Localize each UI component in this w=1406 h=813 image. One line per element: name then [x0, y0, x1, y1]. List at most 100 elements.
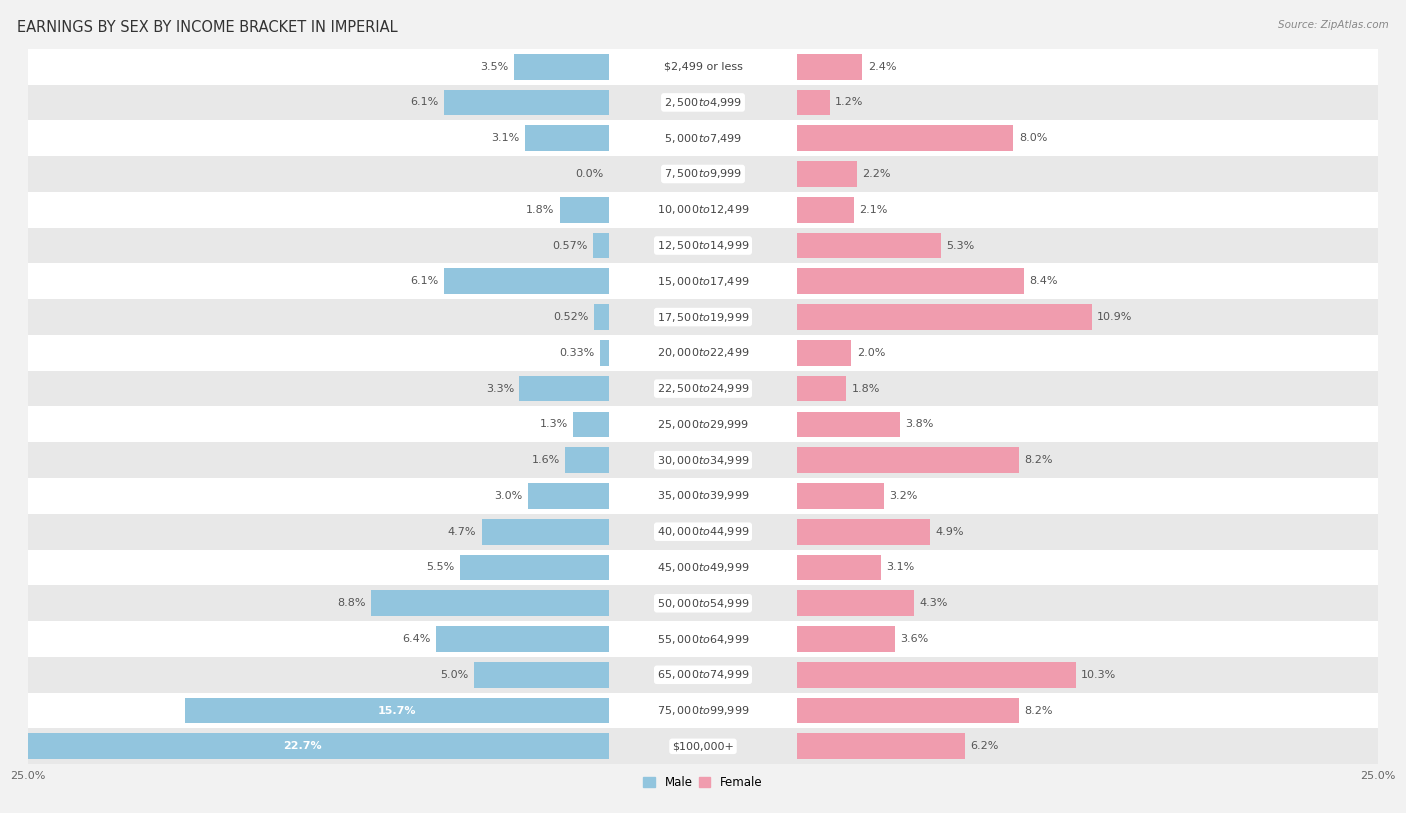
Bar — [797, 233, 941, 259]
Bar — [28, 442, 1378, 478]
Bar — [184, 698, 609, 724]
Text: 5.0%: 5.0% — [440, 670, 468, 680]
Bar — [560, 197, 609, 223]
Bar — [28, 693, 1378, 728]
Bar — [28, 120, 1378, 156]
Bar — [527, 483, 609, 509]
Bar — [519, 376, 609, 402]
Bar — [797, 268, 1024, 294]
Text: 8.2%: 8.2% — [1024, 706, 1053, 715]
Bar — [28, 657, 1378, 693]
Bar — [797, 89, 830, 115]
Text: 10.9%: 10.9% — [1097, 312, 1132, 322]
Text: $75,000 to $99,999: $75,000 to $99,999 — [657, 704, 749, 717]
Bar — [371, 590, 609, 616]
Text: 2.2%: 2.2% — [862, 169, 891, 179]
Bar — [797, 519, 929, 545]
Bar — [444, 89, 609, 115]
Bar — [515, 54, 609, 80]
Bar — [28, 192, 1378, 228]
Text: 3.5%: 3.5% — [481, 62, 509, 72]
Text: $35,000 to $39,999: $35,000 to $39,999 — [657, 489, 749, 502]
Text: 8.2%: 8.2% — [1024, 455, 1053, 465]
Text: 0.52%: 0.52% — [554, 312, 589, 322]
Text: $2,499 or less: $2,499 or less — [664, 62, 742, 72]
Bar — [460, 554, 609, 580]
Text: $2,500 to $4,999: $2,500 to $4,999 — [664, 96, 742, 109]
Text: 6.4%: 6.4% — [402, 634, 430, 644]
Text: 5.5%: 5.5% — [426, 563, 454, 572]
Bar — [797, 483, 884, 509]
Text: 8.0%: 8.0% — [1019, 133, 1047, 143]
Text: 0.33%: 0.33% — [560, 348, 595, 358]
Text: 3.3%: 3.3% — [486, 384, 515, 393]
Text: $12,500 to $14,999: $12,500 to $14,999 — [657, 239, 749, 252]
Bar — [797, 125, 1014, 151]
Bar — [482, 519, 609, 545]
Text: 3.6%: 3.6% — [900, 634, 928, 644]
Bar — [574, 411, 609, 437]
Text: 3.0%: 3.0% — [494, 491, 522, 501]
Text: 8.8%: 8.8% — [337, 598, 366, 608]
Bar — [28, 621, 1378, 657]
Text: 4.3%: 4.3% — [920, 598, 948, 608]
Text: 3.1%: 3.1% — [491, 133, 519, 143]
Text: $20,000 to $22,499: $20,000 to $22,499 — [657, 346, 749, 359]
Text: 3.1%: 3.1% — [887, 563, 915, 572]
Bar — [28, 728, 1378, 764]
Bar — [797, 554, 882, 580]
Text: $40,000 to $44,999: $40,000 to $44,999 — [657, 525, 749, 538]
Text: 6.2%: 6.2% — [970, 741, 998, 751]
Bar — [28, 585, 1378, 621]
Bar — [797, 54, 862, 80]
Text: 2.4%: 2.4% — [868, 62, 896, 72]
Text: $22,500 to $24,999: $22,500 to $24,999 — [657, 382, 749, 395]
Legend: Male, Female: Male, Female — [638, 772, 768, 794]
Bar — [28, 228, 1378, 263]
Bar — [599, 340, 609, 366]
Bar — [28, 263, 1378, 299]
Text: 3.8%: 3.8% — [905, 420, 934, 429]
Bar — [0, 733, 609, 759]
Bar — [797, 376, 846, 402]
Text: 0.57%: 0.57% — [553, 241, 588, 250]
Bar — [797, 340, 852, 366]
Text: EARNINGS BY SEX BY INCOME BRACKET IN IMPERIAL: EARNINGS BY SEX BY INCOME BRACKET IN IMP… — [17, 20, 398, 35]
Bar — [797, 161, 856, 187]
Bar — [797, 197, 855, 223]
Text: $65,000 to $74,999: $65,000 to $74,999 — [657, 668, 749, 681]
Bar — [797, 698, 1019, 724]
Text: 6.1%: 6.1% — [411, 98, 439, 107]
Text: 1.8%: 1.8% — [526, 205, 554, 215]
Bar — [28, 156, 1378, 192]
Bar — [28, 371, 1378, 406]
Text: 3.2%: 3.2% — [889, 491, 918, 501]
Text: 0.0%: 0.0% — [575, 169, 603, 179]
Bar — [28, 514, 1378, 550]
Bar — [797, 626, 894, 652]
Bar — [474, 662, 609, 688]
Text: $45,000 to $49,999: $45,000 to $49,999 — [657, 561, 749, 574]
Bar — [28, 406, 1378, 442]
Text: 1.6%: 1.6% — [531, 455, 560, 465]
Bar — [797, 304, 1091, 330]
Text: 6.1%: 6.1% — [411, 276, 439, 286]
Bar — [595, 304, 609, 330]
Bar — [28, 299, 1378, 335]
Text: 22.7%: 22.7% — [283, 741, 322, 751]
Text: 1.2%: 1.2% — [835, 98, 863, 107]
Bar — [28, 550, 1378, 585]
Text: $10,000 to $12,499: $10,000 to $12,499 — [657, 203, 749, 216]
Text: $17,500 to $19,999: $17,500 to $19,999 — [657, 311, 749, 324]
Text: $100,000+: $100,000+ — [672, 741, 734, 751]
Bar — [436, 626, 609, 652]
Bar — [28, 478, 1378, 514]
Text: 8.4%: 8.4% — [1029, 276, 1059, 286]
Text: 4.7%: 4.7% — [447, 527, 477, 537]
Bar — [28, 85, 1378, 120]
Text: 1.3%: 1.3% — [540, 420, 568, 429]
Text: $5,000 to $7,499: $5,000 to $7,499 — [664, 132, 742, 145]
Bar — [797, 411, 900, 437]
Bar — [797, 590, 914, 616]
Bar — [524, 125, 609, 151]
